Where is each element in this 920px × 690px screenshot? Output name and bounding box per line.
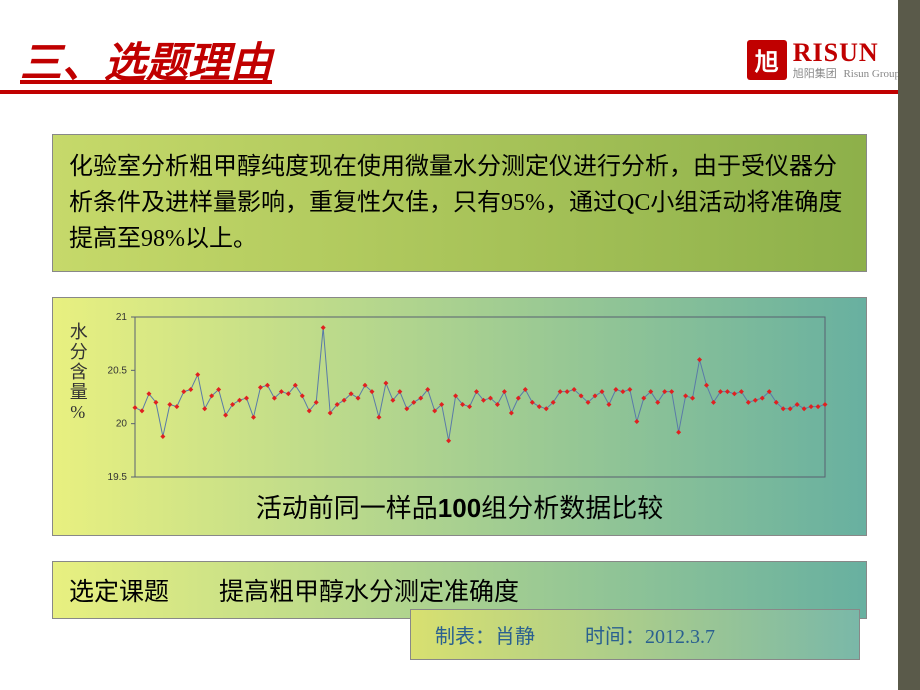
right-strip bbox=[898, 0, 920, 690]
caption-suffix: 组分析数据比较 bbox=[481, 494, 663, 523]
topic-label: 选定课题 bbox=[69, 572, 169, 608]
footer-author: 制表：肖静 bbox=[435, 620, 535, 649]
content: 化验室分析粗甲醇纯度现在使用微量水分测定仪进行分析，由于受仪器分析条件及进样量影… bbox=[0, 94, 920, 619]
chart-wrap: 水分含量% 19.5 20 20.5 21 bbox=[67, 312, 852, 482]
y-axis-label: 水分含量% bbox=[67, 322, 87, 424]
page-title: 三、选题理由 bbox=[20, 29, 272, 90]
svg-text:20.5: 20.5 bbox=[107, 365, 127, 376]
svg-text:20: 20 bbox=[116, 419, 128, 430]
chart-caption: 活动前同一样品100组分析数据比较 bbox=[67, 488, 852, 525]
time-label: 时间： bbox=[585, 626, 645, 648]
logo-zh-main: 旭阳集团 bbox=[793, 68, 837, 80]
description-box: 化验室分析粗甲醇纯度现在使用微量水分测定仪进行分析，由于受仪器分析条件及进样量影… bbox=[52, 134, 867, 272]
footer-time: 时间：2012.3.7 bbox=[585, 620, 715, 649]
topic-content: 提高粗甲醇水分测定准确度 bbox=[219, 572, 519, 608]
logo: 旭 RISUN 旭阳集团 Risun Group bbox=[747, 39, 900, 90]
author-label: 制表： bbox=[435, 626, 495, 648]
caption-num: 100 bbox=[438, 493, 481, 523]
caption-prefix: 活动前同一样品 bbox=[256, 494, 438, 523]
svg-text:21: 21 bbox=[116, 312, 128, 323]
header: 三、选题理由 旭 RISUN 旭阳集团 Risun Group bbox=[0, 0, 920, 90]
time-value: 2012.3.7 bbox=[645, 626, 715, 648]
chart-svg: 19.5 20 20.5 21 bbox=[95, 312, 852, 482]
footer: 制表：肖静 时间：2012.3.7 bbox=[410, 609, 860, 660]
logo-icon: 旭 bbox=[747, 40, 787, 80]
logo-zh-sub: Risun Group bbox=[843, 68, 900, 80]
logo-zh: 旭阳集团 Risun Group bbox=[793, 68, 900, 80]
svg-text:19.5: 19.5 bbox=[107, 472, 127, 482]
author-name: 肖静 bbox=[495, 626, 535, 648]
chart-box: 水分含量% 19.5 20 20.5 21 活动前同一样品100组分析数据比较 bbox=[52, 297, 867, 536]
logo-en: RISUN bbox=[793, 39, 900, 68]
logo-text: RISUN 旭阳集团 Risun Group bbox=[793, 39, 900, 80]
